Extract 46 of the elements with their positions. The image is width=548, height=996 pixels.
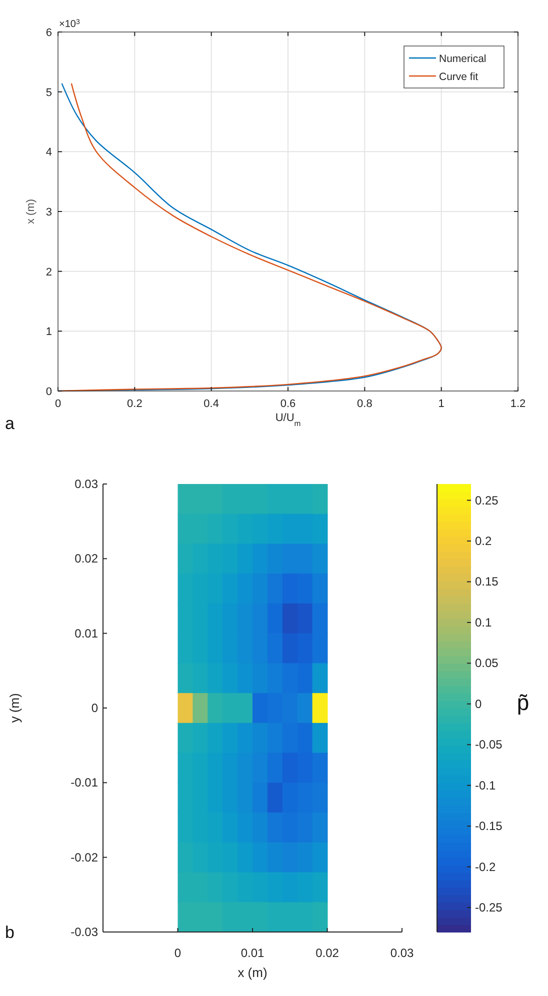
y-axis-title: y (m): [7, 693, 22, 723]
color-bar-label: -0.05: [475, 738, 503, 752]
y-tick-label: 0.03: [74, 477, 98, 491]
color-bar-label: 0.15: [475, 574, 499, 589]
x-tick-label: 0: [54, 398, 62, 410]
text: a: [5, 414, 15, 433]
color-bar-label: -0.2: [475, 860, 496, 874]
x-tick-label: 0.02: [316, 946, 340, 960]
x-tick-label: 0.6: [280, 398, 296, 410]
legend-label: Curve fit: [439, 71, 478, 83]
y-tick-label: 0.02: [74, 552, 98, 566]
y-axis-title: x (m): [25, 198, 37, 224]
text: b: [5, 923, 14, 942]
x-tick-label: 1.2: [510, 398, 526, 410]
y-tick-label: 6: [46, 27, 52, 39]
x-axis-title: U/U$_{m}$: [275, 412, 301, 428]
color-bar-label: 0.25: [475, 493, 499, 508]
x-tick-label: 0.03: [390, 946, 414, 960]
color-bar-label: 0.1: [475, 615, 492, 630]
color-bar-label: -0.15: [475, 819, 503, 834]
color-bar-label: 0: [475, 696, 482, 711]
text: ×10$^{3}$: [59, 18, 80, 30]
y-tick-label: 3: [46, 206, 52, 218]
x-tick-label: 0.01: [240, 946, 264, 960]
y-tick-label: 0.01: [74, 626, 98, 640]
y-tick-label: 5: [46, 86, 52, 99]
y-tick-label: -0.02: [70, 850, 98, 864]
y-tick-label: 1: [46, 326, 52, 338]
y-tick-label: -0.03: [70, 925, 98, 939]
color-bar-title: p̃: [516, 690, 530, 715]
color-bar-label: -0.1: [475, 778, 496, 792]
color-bar-label: 0.05: [475, 656, 499, 670]
legend-label: Numerical: [439, 53, 486, 65]
y-tick-label: -0.01: [70, 776, 98, 790]
y-tick-label: 4: [46, 146, 52, 159]
x-tick-label: 0.2: [127, 398, 142, 410]
x-tick-label: 0.4: [204, 398, 219, 410]
color-bar-label: -0.25: [475, 900, 503, 915]
y-tick-label: 0: [91, 701, 98, 715]
y-tick-label: 0: [46, 386, 52, 398]
x-axis-title: x (m): [238, 965, 268, 980]
y-tick-label: 2: [46, 266, 52, 278]
color-bar-label: 0.2: [475, 534, 492, 548]
x-tick-label: 0: [174, 946, 182, 960]
x-tick-label: 0.8: [357, 398, 372, 410]
x-tick-label: 1: [438, 398, 444, 410]
